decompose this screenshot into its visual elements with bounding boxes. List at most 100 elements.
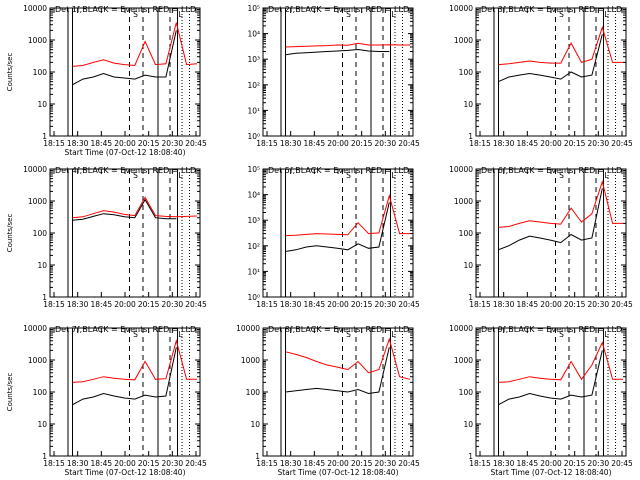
events-series-line bbox=[72, 30, 177, 86]
panel-title: Det 7f,BLACK = Events, RED = LLD bbox=[55, 325, 196, 334]
marker-s-label: S bbox=[133, 330, 138, 339]
x-axis-label: Start Time (07-Oct-12 18:08:40) bbox=[490, 468, 611, 477]
marker-l-label: L bbox=[178, 330, 183, 339]
y-tick-label: 1000 bbox=[454, 36, 473, 45]
x-tick-label: 18:30 bbox=[280, 300, 302, 309]
marker-l-label: L bbox=[604, 330, 609, 339]
y-axis-label: Counts/sec bbox=[6, 373, 14, 412]
panel-det-4: Det 4f,BLACK = Events, RED = LLD 1 10 100 10… bbox=[6, 165, 207, 309]
x-tick-label: 20:45 bbox=[611, 459, 633, 468]
x-tick-label: 20:45 bbox=[398, 139, 420, 148]
y-tick-label: 1 bbox=[255, 452, 260, 461]
panel-det-9: Det 9f,BLACK = Events, RED = LLD 1 10 100 10… bbox=[449, 324, 633, 477]
y-tick-label: 10⁰ bbox=[247, 293, 260, 302]
marker-l-label: L bbox=[391, 171, 396, 180]
x-axis-label: Start Time (07-Oct-12 18:08:40) bbox=[64, 468, 185, 477]
x-tick-label: 18:15 bbox=[469, 459, 491, 468]
panel-title: Det 5f,BLACK = Events, RED = LLD bbox=[268, 166, 409, 175]
panel-det-3: Det 3f,BLACK = Events, RED = LLD 1 10 100 10… bbox=[449, 4, 633, 148]
x-tick-label: 20:00 bbox=[327, 139, 349, 148]
x-tick-label: 20:00 bbox=[540, 459, 562, 468]
x-tick-label: 20:45 bbox=[398, 459, 420, 468]
x-tick-label: 20:45 bbox=[611, 300, 633, 309]
panel-title: Det 3f,BLACK = Events, RED = LLD bbox=[481, 5, 622, 14]
panel-title: Det 1f,BLACK = Events, RED = LLD bbox=[55, 5, 196, 14]
y-tick-label: 1000 bbox=[28, 197, 47, 206]
events-series-line bbox=[285, 202, 390, 252]
events-series-line bbox=[498, 34, 603, 83]
x-tick-label: 20:15 bbox=[351, 139, 373, 148]
y-tick-label: 10⁵ bbox=[247, 4, 260, 13]
x-tick-label: 18:45 bbox=[304, 459, 326, 468]
y-tick-label: 10 bbox=[37, 261, 47, 270]
y-tick-label: 10³ bbox=[247, 55, 260, 64]
x-tick-label: 20:45 bbox=[611, 139, 633, 148]
y-tick-label: 1000 bbox=[28, 36, 47, 45]
x-tick-label: 20:15 bbox=[351, 459, 373, 468]
x-tick-label: 18:15 bbox=[43, 300, 65, 309]
x-tick-label: 20:15 bbox=[351, 300, 373, 309]
y-tick-label: 10000 bbox=[23, 4, 47, 13]
marker-s-label: S bbox=[346, 10, 351, 19]
x-tick-label: 20:00 bbox=[540, 300, 562, 309]
x-tick-label: 18:45 bbox=[91, 459, 113, 468]
y-tick-label: 10⁵ bbox=[247, 165, 260, 174]
panel-title: Det 4f,BLACK = Events, RED = LLD bbox=[55, 166, 196, 175]
x-tick-label: 20:00 bbox=[540, 139, 562, 148]
y-tick-label: 10000 bbox=[23, 165, 47, 174]
y-tick-label: 10 bbox=[37, 420, 47, 429]
x-tick-label: 20:30 bbox=[375, 300, 397, 309]
marker-l-label: L bbox=[391, 330, 396, 339]
x-tick-label: 18:15 bbox=[256, 139, 278, 148]
y-tick-label: 10 bbox=[37, 100, 47, 109]
events-series-line bbox=[285, 48, 390, 56]
events-series-line bbox=[72, 347, 177, 406]
y-tick-label: 100 bbox=[33, 388, 48, 397]
y-tick-label: 10² bbox=[247, 242, 260, 251]
y-tick-label: 100 bbox=[33, 68, 48, 77]
lld-series-line bbox=[498, 179, 623, 228]
x-tick-label: 18:15 bbox=[43, 139, 65, 148]
y-tick-label: 1000 bbox=[454, 197, 473, 206]
marker-l-label: L bbox=[604, 10, 609, 19]
marker-s-label: S bbox=[346, 330, 351, 339]
panel-det-2: Det 2f,BLACK = Events, RED = LLD 10⁰ 10¹ 10… bbox=[247, 4, 420, 148]
x-tick-label: 18:30 bbox=[67, 300, 89, 309]
x-tick-label: 20:15 bbox=[138, 300, 160, 309]
y-tick-label: 1 bbox=[468, 132, 473, 141]
x-tick-label: 18:30 bbox=[67, 139, 89, 148]
x-tick-label: 18:45 bbox=[304, 139, 326, 148]
marker-l-label: L bbox=[178, 171, 183, 180]
y-tick-label: 10³ bbox=[247, 216, 260, 225]
lld-series-line bbox=[498, 25, 623, 66]
x-tick-label: 18:45 bbox=[517, 300, 539, 309]
y-tick-label: 10² bbox=[247, 81, 260, 90]
panel-det-6: Det 6f,BLACK = Events, RED = LLD 1 10 100 10… bbox=[449, 165, 633, 309]
x-tick-label: 20:00 bbox=[114, 300, 136, 309]
y-tick-label: 10000 bbox=[449, 324, 473, 333]
x-tick-label: 18:45 bbox=[517, 139, 539, 148]
x-tick-label: 18:30 bbox=[493, 139, 515, 148]
x-tick-label: 20:00 bbox=[114, 459, 136, 468]
y-tick-label: 10¹ bbox=[247, 106, 260, 115]
x-tick-label: 20:30 bbox=[588, 139, 610, 148]
y-tick-label: 1000 bbox=[28, 356, 47, 365]
x-tick-label: 20:15 bbox=[138, 139, 160, 148]
lld-series-line bbox=[72, 338, 197, 383]
y-tick-label: 10000 bbox=[23, 324, 47, 333]
x-tick-label: 20:45 bbox=[185, 459, 207, 468]
x-tick-label: 20:30 bbox=[588, 300, 610, 309]
y-tick-label: 10000 bbox=[449, 165, 473, 174]
y-axis-label: Counts/sec bbox=[6, 214, 14, 253]
x-tick-label: 20:00 bbox=[327, 300, 349, 309]
y-tick-label: 10000 bbox=[449, 4, 473, 13]
lld-series-line bbox=[285, 42, 410, 48]
panel-title: Det 9f,BLACK = Events, RED = LLD bbox=[481, 325, 622, 334]
y-tick-label: 1 bbox=[42, 452, 47, 461]
x-tick-label: 20:30 bbox=[375, 139, 397, 148]
marker-l-label: L bbox=[391, 10, 396, 19]
marker-l-label: L bbox=[178, 10, 183, 19]
y-tick-label: 10 bbox=[463, 100, 473, 109]
y-tick-label: 1 bbox=[468, 293, 473, 302]
